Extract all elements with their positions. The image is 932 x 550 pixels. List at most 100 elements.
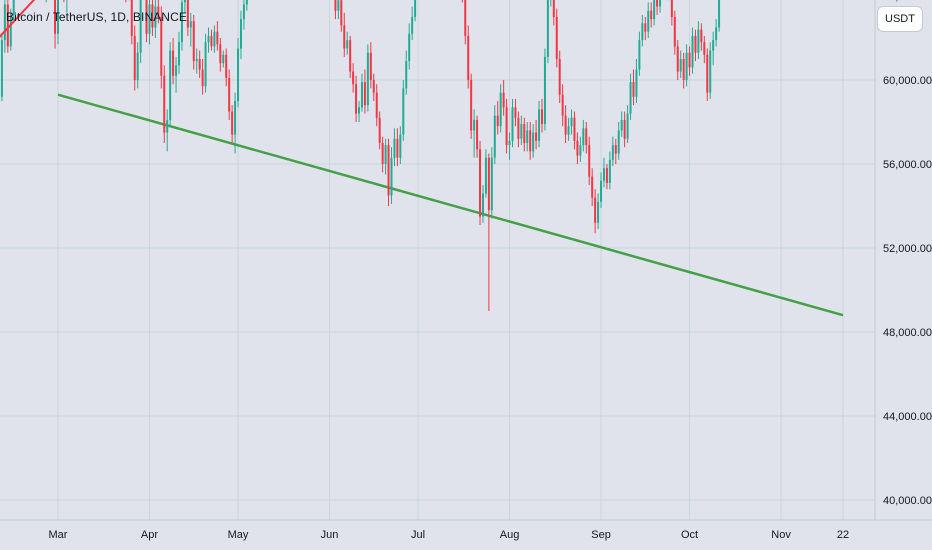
candle-body: [706, 54, 709, 93]
candle-body: [6, 4, 9, 47]
candle-body: [366, 52, 369, 106]
candle-body: [195, 59, 198, 62]
candle-body: [166, 119, 169, 133]
candle-body: [228, 77, 231, 112]
candle-body: [608, 159, 611, 183]
candle-body: [337, 0, 340, 11]
candle-body: [178, 42, 180, 66]
candle-body: [691, 35, 694, 68]
candle-body: [499, 92, 502, 127]
candle-body: [567, 126, 570, 135]
candle-body: [543, 56, 546, 125]
candle-body: [558, 59, 561, 95]
candle-body: [360, 82, 363, 108]
candle-body: [192, 21, 195, 62]
candle-body: [523, 124, 526, 143]
candle-body: [496, 115, 499, 127]
y-tick-label: 64,000.00: [883, 0, 932, 3]
candle-body: [564, 115, 567, 135]
candle-body: [12, 0, 15, 15]
candle-body: [517, 117, 520, 139]
candle-body: [629, 82, 632, 114]
candle-body: [222, 54, 225, 64]
candle-body: [529, 130, 532, 152]
y-tick-label: 40,000.00: [883, 495, 932, 507]
x-tick-label: Mar: [49, 529, 68, 541]
candle-body: [231, 111, 234, 135]
x-tick-label: Aug: [500, 529, 520, 541]
candle-body: [484, 157, 487, 194]
candle-body: [163, 75, 166, 133]
candle-body: [538, 109, 541, 141]
y-tick-label: 56,000.00: [883, 159, 932, 171]
candle-body: [467, 35, 470, 80]
chart-title: Bitcoin / TetherUS, 1D, BINANCE: [6, 10, 187, 24]
candle-body: [611, 145, 614, 160]
candle-body: [198, 59, 201, 70]
candle-body: [715, 27, 718, 41]
candle-body: [479, 149, 482, 217]
candle-body: [411, 17, 414, 34]
candle-body: [591, 176, 594, 198]
candle-body: [576, 140, 579, 156]
candle-body: [369, 52, 372, 80]
candle-body: [481, 193, 484, 217]
candle-body: [9, 14, 12, 47]
candle-body: [694, 35, 697, 53]
candle-body: [216, 31, 219, 45]
candle-body: [594, 197, 597, 223]
candle-body: [154, 6, 157, 28]
candle-body: [239, 19, 242, 49]
candle-body: [697, 29, 700, 53]
candle-body: [623, 119, 626, 139]
candle-body: [641, 23, 644, 41]
x-tick-label: Jun: [321, 529, 339, 541]
candle-body: [219, 44, 222, 64]
candle-body: [378, 117, 381, 143]
candle-body: [700, 29, 703, 43]
candle-body: [237, 48, 240, 101]
candle-body: [605, 168, 608, 183]
candle-body: [136, 52, 139, 80]
candle-body: [493, 115, 496, 158]
candle-body: [520, 124, 523, 139]
x-tick-label: May: [228, 529, 249, 541]
candle-body: [718, 0, 721, 28]
candle-body: [387, 145, 390, 196]
candle-body: [349, 40, 352, 72]
candle-body: [201, 69, 204, 87]
candle-body: [673, 17, 676, 47]
candle-body: [570, 117, 573, 127]
candle-body: [242, 4, 245, 20]
candle-body: [340, 0, 343, 26]
candle-body: [617, 130, 620, 154]
candle-body: [130, 0, 133, 36]
candle-body: [490, 157, 493, 211]
candle-body: [552, 0, 555, 17]
candle-body: [157, 6, 160, 17]
candle-body: [535, 132, 538, 141]
candle-body: [245, 0, 248, 5]
candle-body: [3, 4, 6, 41]
candle-body: [688, 52, 691, 68]
candle-body: [573, 117, 576, 141]
candle-body: [650, 10, 653, 20]
currency-button[interactable]: USDT: [877, 6, 923, 32]
candle-body: [626, 113, 629, 139]
candle-body: [381, 143, 384, 164]
channel-lower-line[interactable]: [57, 93, 844, 317]
candle-body: [670, 0, 673, 18]
candle-body: [189, 21, 192, 28]
candle-body: [473, 119, 476, 131]
candle-body: [213, 31, 216, 47]
x-tick-label: Oct: [681, 529, 698, 541]
candle-body: [635, 69, 638, 97]
candle-body: [175, 65, 178, 76]
candle-body: [399, 134, 402, 158]
candle-body: [408, 33, 411, 62]
candle-body: [180, 2, 183, 43]
y-tick-label: 48,000.00: [883, 327, 932, 339]
candle-body: [352, 71, 355, 85]
candle-body: [405, 61, 408, 89]
